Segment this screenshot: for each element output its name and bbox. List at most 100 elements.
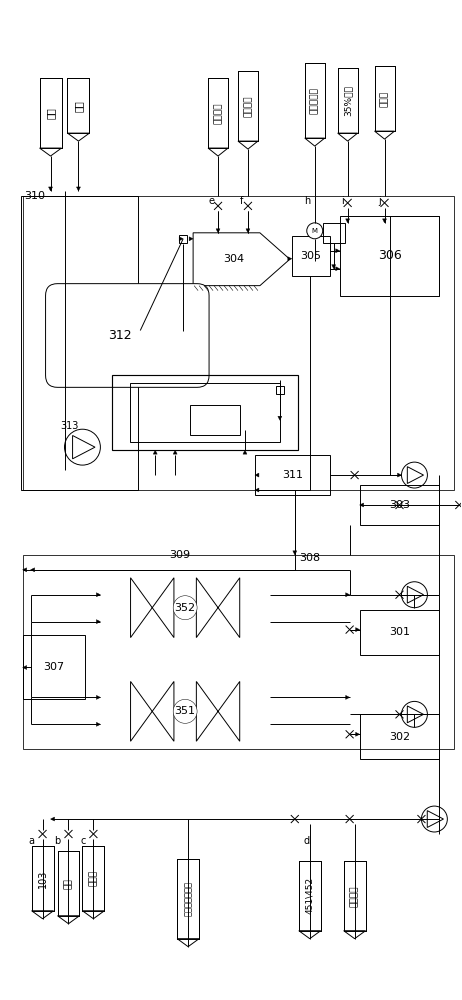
Bar xyxy=(375,66,395,131)
Polygon shape xyxy=(288,257,292,261)
Text: 脱盐水: 脱盐水 xyxy=(380,91,389,107)
Bar xyxy=(67,78,90,133)
Text: 351: 351 xyxy=(175,706,195,716)
Polygon shape xyxy=(305,138,325,146)
Polygon shape xyxy=(97,593,100,597)
Bar xyxy=(238,71,258,141)
Polygon shape xyxy=(153,450,157,454)
Polygon shape xyxy=(31,911,54,919)
Polygon shape xyxy=(293,551,297,555)
Text: c: c xyxy=(80,836,85,846)
Text: 311: 311 xyxy=(282,470,303,480)
Bar xyxy=(58,851,79,916)
Polygon shape xyxy=(40,148,61,156)
Polygon shape xyxy=(238,141,258,149)
Text: 305: 305 xyxy=(300,251,321,261)
Polygon shape xyxy=(196,681,240,741)
Bar xyxy=(40,78,61,148)
Polygon shape xyxy=(173,450,177,454)
Polygon shape xyxy=(179,237,183,241)
Text: 312: 312 xyxy=(109,329,132,342)
Bar xyxy=(23,635,85,699)
Polygon shape xyxy=(336,249,340,253)
Polygon shape xyxy=(23,568,27,572)
Polygon shape xyxy=(97,695,100,699)
Text: a: a xyxy=(29,836,35,846)
Bar xyxy=(359,485,439,525)
Bar xyxy=(31,846,54,911)
Polygon shape xyxy=(344,931,365,939)
Bar xyxy=(340,216,439,296)
Bar xyxy=(299,861,321,931)
Polygon shape xyxy=(177,939,199,947)
Text: f: f xyxy=(240,196,243,206)
Text: 303: 303 xyxy=(389,500,410,510)
Polygon shape xyxy=(255,488,259,492)
Polygon shape xyxy=(359,503,364,507)
Bar xyxy=(292,236,330,276)
Text: 冷却上水: 冷却上水 xyxy=(243,95,252,117)
Bar xyxy=(359,610,439,655)
Ellipse shape xyxy=(173,699,197,723)
Text: 垈酸副产品: 垈酸副产品 xyxy=(310,87,319,114)
Bar xyxy=(238,71,258,141)
Bar xyxy=(23,196,454,490)
Bar xyxy=(130,383,280,442)
Polygon shape xyxy=(346,593,350,597)
Polygon shape xyxy=(49,187,53,191)
Text: 304: 304 xyxy=(224,254,244,264)
Text: 阳离子交换树脂: 阳离子交换树脂 xyxy=(183,881,193,916)
Polygon shape xyxy=(97,722,100,726)
Bar xyxy=(338,68,358,133)
Bar xyxy=(359,714,439,759)
Text: 35%盐酸: 35%盐酸 xyxy=(343,85,352,116)
Polygon shape xyxy=(216,229,220,233)
Bar xyxy=(67,78,90,133)
Text: M: M xyxy=(312,228,318,234)
Polygon shape xyxy=(397,473,401,477)
Text: 蒸汽: 蒸汽 xyxy=(73,100,84,112)
Polygon shape xyxy=(383,219,387,223)
Bar xyxy=(255,455,330,495)
Polygon shape xyxy=(278,416,282,420)
Bar xyxy=(179,235,187,243)
Bar xyxy=(82,846,104,911)
Ellipse shape xyxy=(173,596,197,620)
Bar xyxy=(112,375,298,450)
Polygon shape xyxy=(338,133,358,141)
Polygon shape xyxy=(332,265,336,269)
Bar xyxy=(305,63,325,138)
Polygon shape xyxy=(97,620,100,624)
Circle shape xyxy=(307,223,323,239)
Text: 冷却回水: 冷却回水 xyxy=(213,102,223,124)
Bar xyxy=(305,63,325,138)
Polygon shape xyxy=(131,681,174,741)
Text: 废水: 废水 xyxy=(46,107,55,119)
Text: 310: 310 xyxy=(24,191,46,201)
Text: j: j xyxy=(378,196,381,206)
Polygon shape xyxy=(299,931,321,939)
Text: 313: 313 xyxy=(61,421,79,431)
Polygon shape xyxy=(189,237,193,241)
Text: 301: 301 xyxy=(389,627,410,637)
Bar xyxy=(58,851,79,916)
Bar xyxy=(338,68,358,133)
Text: 306: 306 xyxy=(377,249,401,262)
Polygon shape xyxy=(50,817,55,821)
Polygon shape xyxy=(375,131,395,139)
Bar xyxy=(21,196,138,490)
Text: 451\452: 451\452 xyxy=(305,877,314,914)
Text: 新鲜水: 新鲜水 xyxy=(89,870,98,886)
Polygon shape xyxy=(30,568,35,572)
Text: h: h xyxy=(304,196,311,206)
Text: 103: 103 xyxy=(37,869,48,888)
Polygon shape xyxy=(131,578,174,638)
Polygon shape xyxy=(246,229,250,233)
Bar xyxy=(190,405,240,435)
Text: 308: 308 xyxy=(299,553,320,563)
Polygon shape xyxy=(336,267,340,271)
Bar xyxy=(82,846,104,911)
Polygon shape xyxy=(356,732,359,736)
Polygon shape xyxy=(77,187,80,191)
Text: 352: 352 xyxy=(175,603,196,613)
